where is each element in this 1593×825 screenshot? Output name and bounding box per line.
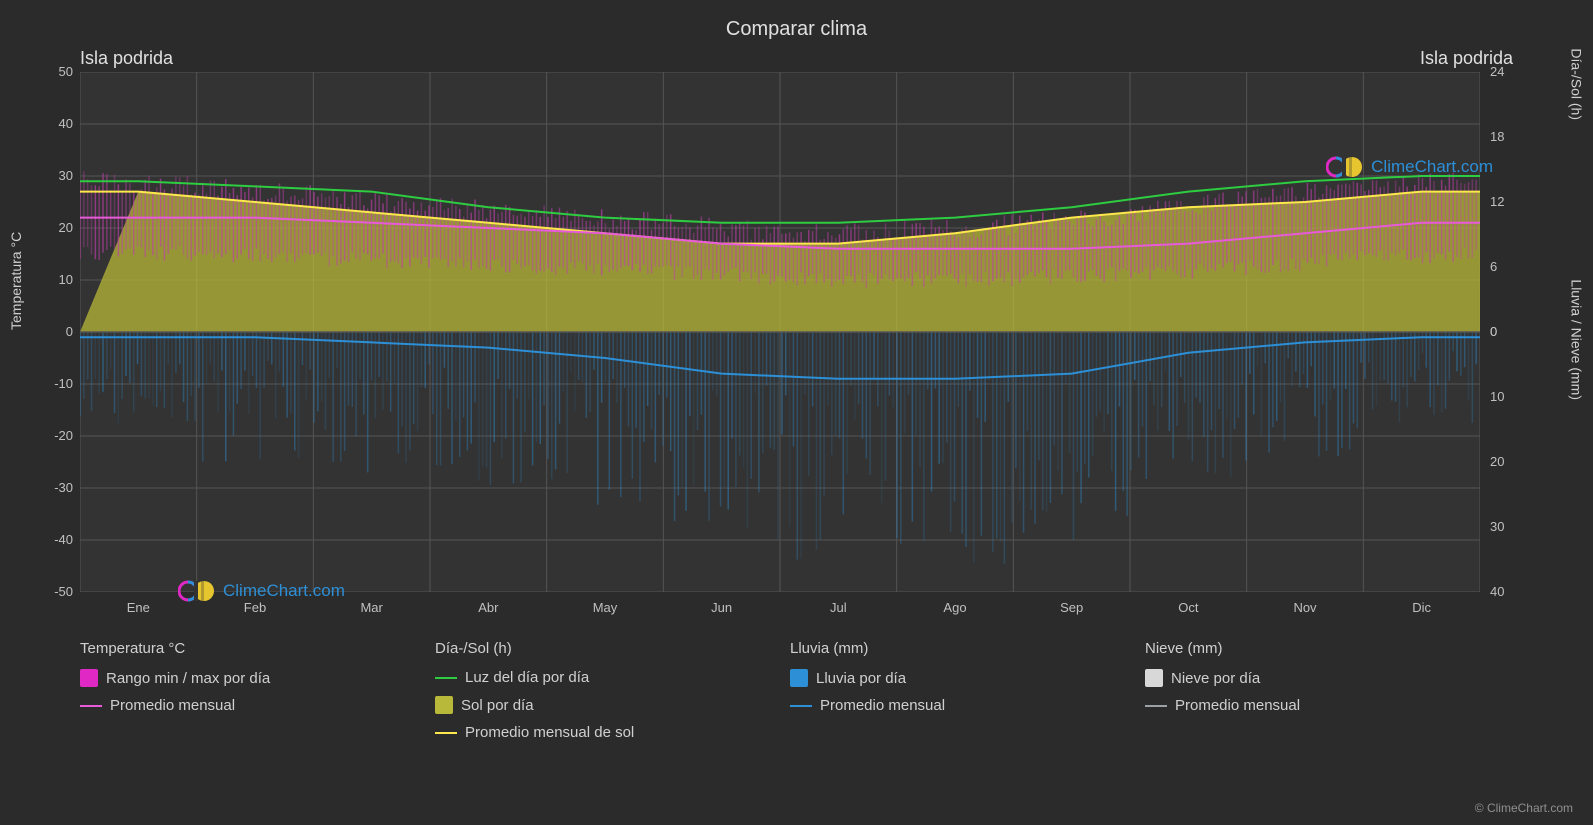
legend-swatch xyxy=(1145,669,1163,687)
legend-group: Lluvia (mm) Lluvia por día Promedio mensua… xyxy=(790,640,1125,751)
chart-title: Comparar clima xyxy=(0,0,1593,41)
legend-item: Promedio mensual de sol xyxy=(435,724,770,741)
legend-label: Rango min / max por día xyxy=(106,670,270,687)
y-left-tick: -20 xyxy=(33,428,73,443)
legend: Temperatura °C Rango min / max por día Pro… xyxy=(80,640,1480,751)
legend-group: Temperatura °C Rango min / max por día Pro… xyxy=(80,640,415,751)
legend-label: Promedio mensual xyxy=(1175,697,1300,714)
y-right-top-tick: 12 xyxy=(1490,194,1530,209)
watermark-bottom-text: ClimeChart.com xyxy=(223,581,345,601)
legend-label: Promedio mensual xyxy=(110,697,235,714)
legend-swatch xyxy=(435,677,457,679)
legend-heading: Día-/Sol (h) xyxy=(435,640,770,657)
legend-group: Nieve (mm) Nieve por día Promedio mensual xyxy=(1145,640,1480,751)
y-left-tick: 30 xyxy=(33,168,73,183)
y-left-tick: -40 xyxy=(33,532,73,547)
legend-label: Lluvia por día xyxy=(816,670,906,687)
watermark-top-text: ClimeChart.com xyxy=(1371,157,1493,177)
legend-item: Nieve por día xyxy=(1145,669,1480,687)
y-right-bottom-tick: 20 xyxy=(1490,454,1530,469)
legend-swatch xyxy=(790,669,808,687)
location-left-label: Isla podrida xyxy=(80,48,173,69)
x-month-tick: Dic xyxy=(1392,600,1452,615)
legend-heading: Temperatura °C xyxy=(80,640,415,657)
y-right-top-tick: 6 xyxy=(1490,259,1530,274)
legend-heading: Lluvia (mm) xyxy=(790,640,1125,657)
legend-item: Promedio mensual xyxy=(790,697,1125,714)
copyright-text: © ClimeChart.com xyxy=(1475,801,1573,815)
legend-label: Nieve por día xyxy=(1171,670,1260,687)
legend-label: Luz del día por día xyxy=(465,669,589,686)
y-left-tick: 10 xyxy=(33,272,73,287)
legend-label: Promedio mensual xyxy=(820,697,945,714)
legend-label: Sol por día xyxy=(461,697,534,714)
legend-item: Promedio mensual xyxy=(80,697,415,714)
x-month-tick: Oct xyxy=(1158,600,1218,615)
chart-container xyxy=(80,72,1480,612)
climate-chart-plot xyxy=(80,72,1480,592)
y-left-tick: -50 xyxy=(33,584,73,599)
legend-item: Lluvia por día xyxy=(790,669,1125,687)
x-month-tick: Jul xyxy=(808,600,868,615)
y-right-bottom-tick: 30 xyxy=(1490,519,1530,534)
watermark-top: ClimeChart.com xyxy=(1326,154,1493,180)
y-right-bottom-tick: 10 xyxy=(1490,389,1530,404)
legend-swatch xyxy=(80,669,98,687)
y-right-bottom-tick: 0 xyxy=(1490,324,1530,339)
x-month-tick: Ago xyxy=(925,600,985,615)
legend-swatch xyxy=(80,705,102,707)
legend-group: Día-/Sol (h) Luz del día por día Sol por d… xyxy=(435,640,770,751)
y-right-top-tick: 24 xyxy=(1490,64,1530,79)
y-right-top-tick: 18 xyxy=(1490,129,1530,144)
y-right-bottom-tick: 40 xyxy=(1490,584,1530,599)
legend-item: Promedio mensual xyxy=(1145,697,1480,714)
x-month-tick: Nov xyxy=(1275,600,1335,615)
y-axis-right-bottom-label: Lluvia / Nieve (mm) xyxy=(1569,279,1585,400)
legend-item: Sol por día xyxy=(435,696,770,714)
y-left-tick: 20 xyxy=(33,220,73,235)
y-axis-left-label: Temperatura °C xyxy=(8,232,24,330)
legend-heading: Nieve (mm) xyxy=(1145,640,1480,657)
legend-item: Rango min / max por día xyxy=(80,669,415,687)
x-month-tick: May xyxy=(575,600,635,615)
legend-swatch xyxy=(790,705,812,707)
x-month-tick: Sep xyxy=(1042,600,1102,615)
watermark-bottom: ClimeChart.com xyxy=(178,578,345,604)
legend-label: Promedio mensual de sol xyxy=(465,724,634,741)
y-left-tick: 50 xyxy=(33,64,73,79)
x-month-tick: Mar xyxy=(342,600,402,615)
y-axis-right-top-label: Día-/Sol (h) xyxy=(1569,48,1585,120)
x-month-tick: Abr xyxy=(458,600,518,615)
legend-swatch xyxy=(1145,705,1167,707)
legend-item: Luz del día por día xyxy=(435,669,770,686)
legend-swatch xyxy=(435,696,453,714)
y-left-tick: -30 xyxy=(33,480,73,495)
legend-swatch xyxy=(435,732,457,734)
x-month-tick: Ene xyxy=(108,600,168,615)
x-month-tick: Jun xyxy=(692,600,752,615)
y-left-tick: -10 xyxy=(33,376,73,391)
y-left-tick: 40 xyxy=(33,116,73,131)
y-left-tick: 0 xyxy=(33,324,73,339)
